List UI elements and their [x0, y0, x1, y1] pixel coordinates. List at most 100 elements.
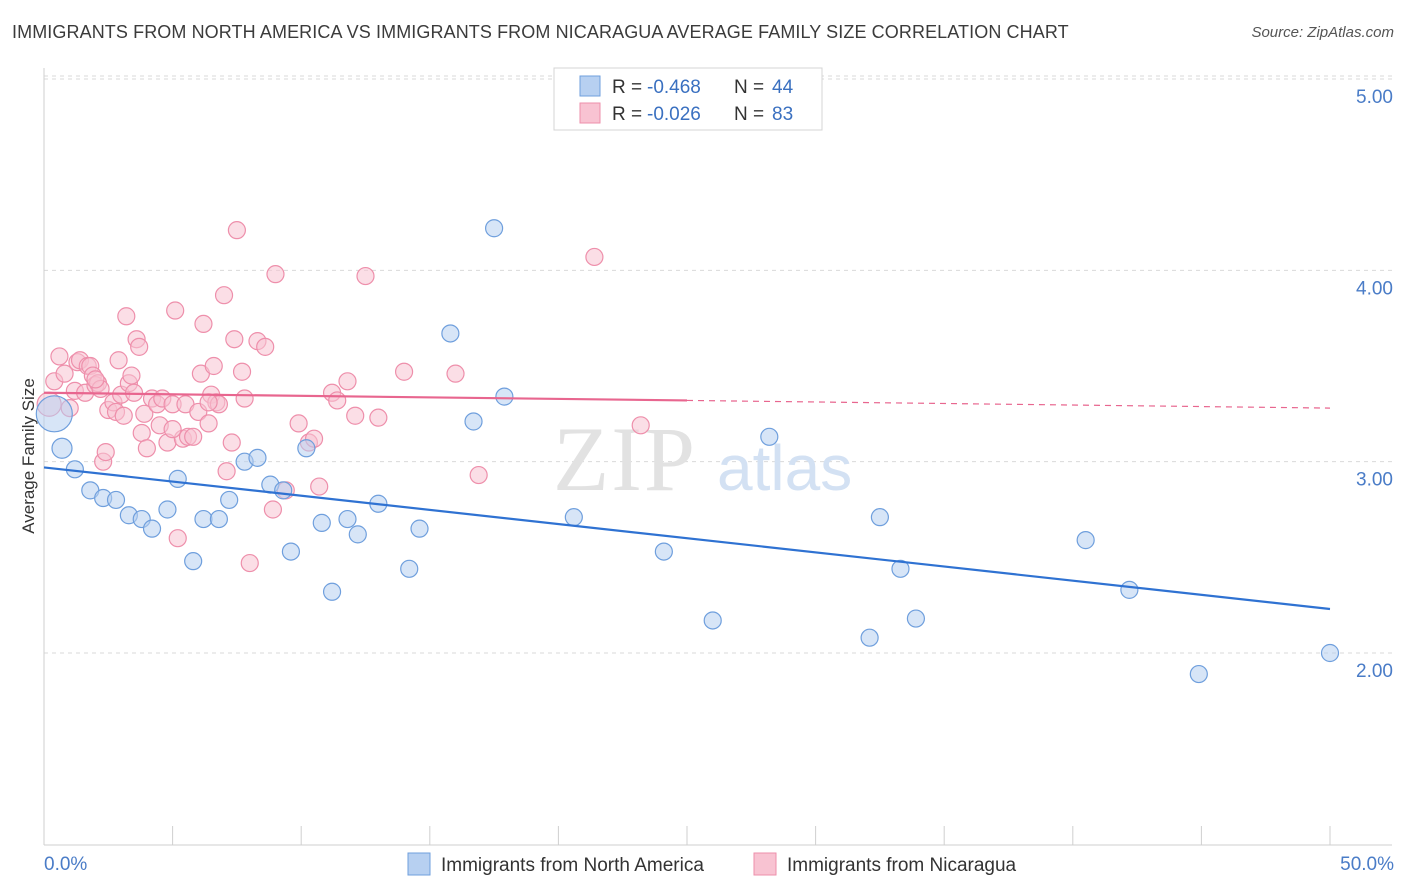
watermark: ZIP atlas	[553, 408, 852, 510]
data-point	[860, 628, 879, 647]
y-tick-label: 4.00	[1356, 278, 1393, 299]
correlation-legend: R = -0.468 N = 44 R = -0.026 N = 83	[553, 67, 823, 131]
data-point	[158, 500, 177, 519]
data-point	[199, 393, 218, 412]
data-point	[322, 582, 342, 601]
data-point	[194, 509, 213, 529]
legend-n-label: N =	[734, 104, 764, 125]
data-point	[135, 404, 154, 423]
data-point	[122, 366, 141, 385]
data-point	[114, 406, 133, 425]
data-point	[441, 324, 460, 343]
y-axis-label: Average Family Size	[19, 378, 38, 534]
data-point	[1189, 664, 1208, 684]
data-point	[50, 347, 69, 366]
data-point	[394, 362, 414, 381]
data-point	[356, 266, 375, 286]
data-point	[274, 481, 293, 500]
axes	[43, 68, 1392, 846]
data-point	[142, 519, 162, 538]
legend-swatch-nicaragua	[753, 852, 777, 876]
data-point	[235, 389, 254, 408]
data-point	[1120, 580, 1139, 599]
data-point	[495, 387, 514, 406]
data-point	[703, 611, 722, 630]
data-point	[585, 247, 604, 267]
data-point	[225, 330, 244, 349]
x-tick-label: 50.0%	[1340, 854, 1394, 875]
data-point	[232, 362, 252, 381]
data-point	[222, 433, 241, 452]
data-point	[168, 469, 187, 488]
legend-swatch-pink	[579, 102, 601, 124]
chart-title: IMMIGRANTS FROM NORTH AMERICA VS IMMIGRA…	[12, 22, 1069, 42]
data-point	[163, 420, 182, 439]
data-point	[281, 542, 301, 561]
data-point	[256, 337, 275, 356]
data-point	[346, 406, 365, 425]
data-point	[220, 490, 239, 510]
data-point	[204, 356, 223, 376]
data-point	[248, 448, 267, 467]
legend-n-value: 83	[772, 104, 793, 125]
data-point	[760, 427, 779, 446]
data-point	[132, 423, 151, 443]
legend-r-value: -0.468	[647, 77, 701, 98]
data-point	[631, 416, 650, 435]
y-tick-label: 3.00	[1356, 470, 1393, 491]
data-point	[117, 307, 136, 326]
data-point	[130, 337, 149, 356]
data-point	[564, 508, 583, 527]
data-point	[106, 490, 126, 510]
data-point	[86, 370, 105, 389]
y-tick-label: 5.00	[1356, 87, 1393, 108]
data-point	[906, 609, 926, 628]
data-point	[96, 443, 115, 462]
trend-line-nicaragua-extension	[686, 399, 1331, 409]
data-point	[485, 219, 504, 238]
source-label: Source: ZipAtlas.com	[1251, 24, 1394, 41]
data-point	[469, 465, 488, 485]
data-point	[184, 552, 203, 571]
data-point	[109, 351, 128, 370]
data-point	[348, 525, 367, 544]
data-point	[464, 412, 483, 431]
data-point	[137, 439, 156, 458]
data-point	[891, 559, 910, 578]
data-point	[184, 427, 203, 446]
y-tick-label: 2.00	[1356, 661, 1393, 682]
data-point	[168, 529, 187, 548]
data-point	[217, 462, 236, 481]
data-point	[1076, 531, 1095, 550]
data-point	[240, 553, 259, 573]
data-point	[410, 519, 429, 538]
data-point	[289, 414, 308, 433]
data-point	[266, 265, 285, 284]
trend-line-nicaragua	[43, 391, 688, 402]
data-point	[312, 513, 331, 532]
legend-n-label: N =	[734, 77, 764, 98]
data-point	[328, 391, 347, 410]
watermark-atlas: atlas	[717, 432, 852, 504]
data-point	[338, 372, 357, 391]
data-point	[1320, 643, 1340, 663]
legend-swatch-north-america	[407, 852, 431, 876]
data-point	[227, 221, 246, 240]
y-tick-labels: 2.00 3.00 4.00 5.00	[1356, 87, 1393, 682]
legend-r-label: R =	[612, 77, 642, 98]
series-north-america-points	[35, 219, 1340, 684]
data-point	[214, 286, 234, 305]
watermark-zip: ZIP	[553, 408, 697, 510]
legend-r-value: -0.026	[647, 104, 701, 125]
data-point	[369, 408, 388, 427]
data-point	[35, 395, 73, 433]
data-point	[446, 364, 465, 383]
trend-lines	[43, 391, 1331, 611]
legend-n-value: 44	[772, 77, 794, 98]
data-point	[870, 508, 890, 527]
data-point	[209, 509, 228, 529]
legend-label-north-america: Immigrants from North America	[441, 855, 704, 876]
data-point	[194, 314, 213, 334]
legend-swatch-blue	[579, 75, 601, 97]
